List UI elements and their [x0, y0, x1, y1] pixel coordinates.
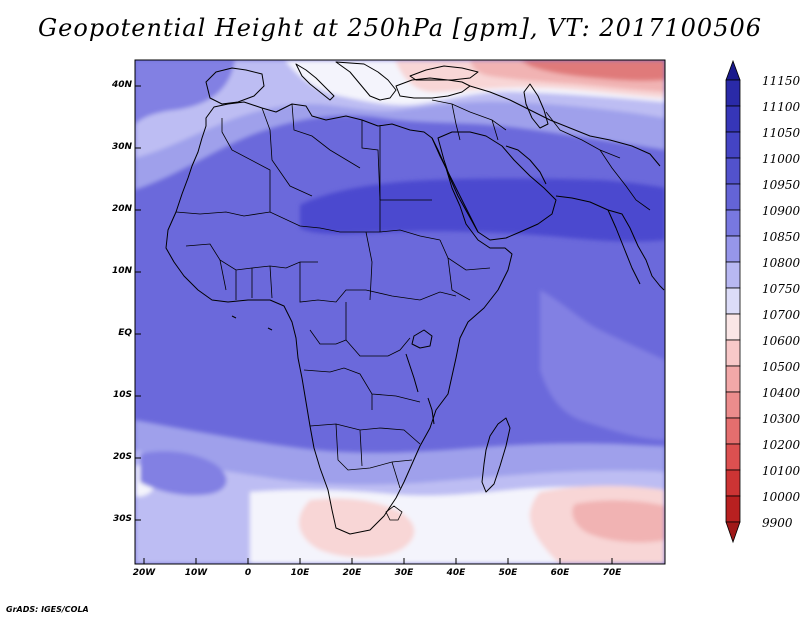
south-asia-coastline [555, 195, 665, 291]
southern-africa-borders [309, 423, 421, 489]
arabia-coastline [437, 131, 557, 241]
lat-label-10s: 10S [112, 390, 132, 400]
italy-coastline [295, 63, 335, 101]
credit-text: GrADS: IGES/COLA [6, 605, 89, 614]
colorbar-segment [725, 261, 741, 289]
field-south-east-rose-core [572, 500, 665, 543]
colorbar-label: 10700 [762, 308, 800, 322]
country-borders [175, 99, 651, 521]
lat-label-40n: 40N [111, 80, 132, 90]
colorbar-segment [725, 443, 741, 471]
india-border [599, 149, 651, 211]
colorbar-segment [725, 313, 741, 341]
lon-label-20e: 20E [342, 568, 362, 578]
colorbar-label: 10750 [762, 282, 800, 296]
west-africa-borders [185, 243, 318, 300]
colorbar-segment [725, 417, 741, 445]
colorbar-segment [725, 391, 741, 419]
colorbar-label: 10600 [762, 334, 800, 348]
egypt-sudan-borders [365, 126, 432, 301]
lesotho-border [385, 505, 403, 521]
sahel-borders [175, 211, 441, 241]
colorbar [725, 59, 741, 544]
colorbar-label: 10500 [762, 360, 800, 374]
field-deep-core [300, 178, 665, 242]
colorbar-segment [725, 495, 741, 523]
lat-label-20n: 20N [111, 204, 132, 214]
field-west-light-region [135, 60, 235, 125]
axis-ticks [135, 85, 613, 564]
central-africa-borders [299, 262, 457, 357]
lon-label-60e: 60E [550, 568, 570, 578]
colorbar-label: 10800 [762, 256, 800, 270]
colorbar-label: 10000 [762, 490, 800, 504]
colorbar-segment [725, 105, 741, 133]
lat-label-eq: EQ [118, 328, 132, 338]
lon-label-50e: 50E [498, 568, 518, 578]
colorbar-segment [725, 131, 741, 159]
red-sea-coastline [431, 137, 479, 233]
colorbar-segment [725, 79, 741, 107]
horn-borders [439, 239, 491, 301]
colorbar-segment [725, 287, 741, 315]
asia-coastline [469, 85, 661, 167]
colorbar-segment [725, 183, 741, 211]
field-mid-east-region [540, 290, 665, 440]
map-title: Geopotential Height at 250hPa [gpm], VT:… [38, 14, 762, 42]
colorbar-label: 10200 [762, 438, 800, 452]
height-field [135, 60, 665, 564]
colorbar-segment [725, 209, 741, 237]
lon-label-20w: 20W [132, 568, 156, 578]
congo-angola-borders [303, 329, 421, 410]
balkans-coastline [335, 61, 397, 101]
colorbar-segment [725, 339, 741, 367]
colorbar-label: 11050 [762, 126, 800, 140]
lat-label-30n: 30N [111, 142, 132, 152]
colorbar-segment [725, 365, 741, 393]
lat-label-20s: 20S [112, 452, 132, 462]
field-southwest-light-region [140, 451, 227, 496]
anatolia-coastline [395, 77, 471, 99]
lake-tanganyika [405, 353, 419, 393]
coastlines [165, 61, 665, 535]
colorbar-label: 11150 [762, 74, 800, 88]
madagascar-coastline [481, 417, 511, 493]
black-sea-coastline [409, 65, 479, 81]
iberia-coastline [205, 67, 265, 105]
colorbar-label: 11100 [762, 100, 800, 114]
field-north-red-core [520, 60, 665, 81]
map-frame [134, 59, 666, 565]
india-west-coast [607, 209, 641, 285]
middle-east-borders [431, 99, 621, 159]
colorbar-label: 10400 [762, 386, 800, 400]
colorbar-arrow-bottom [725, 521, 741, 544]
lon-label-70e: 70E [602, 568, 622, 578]
colorbar-label: 10950 [762, 178, 800, 192]
colorbar-label: 10900 [762, 204, 800, 218]
colorbar-label: 10300 [762, 412, 800, 426]
lon-label-10e: 10E [290, 568, 310, 578]
colorbar-arrow-top [725, 59, 741, 81]
caspian-coastline [523, 83, 549, 129]
colorbar-segment [725, 469, 741, 497]
lon-label-0: 0 [244, 568, 252, 578]
lake-victoria [411, 329, 433, 349]
lon-label-10w: 10W [184, 568, 208, 578]
colorbar-label: 11000 [762, 152, 800, 166]
colorbar-label: 10100 [762, 464, 800, 478]
colorbar-label: 10850 [762, 230, 800, 244]
gulf-of-guinea-islands [231, 315, 273, 331]
lon-label-40e: 40E [446, 568, 466, 578]
lake-malawi [427, 397, 435, 425]
colorbar-segment [725, 157, 741, 185]
persian-gulf-coastline [505, 145, 547, 185]
africa-coastline [165, 101, 513, 535]
colorbar-segment [725, 235, 741, 263]
colorbar-label: 9900 [762, 516, 793, 530]
lon-label-30e: 30E [394, 568, 414, 578]
lat-label-30s: 30S [112, 514, 132, 524]
maghreb-borders [221, 103, 381, 212]
lat-label-10n: 10N [111, 266, 132, 276]
